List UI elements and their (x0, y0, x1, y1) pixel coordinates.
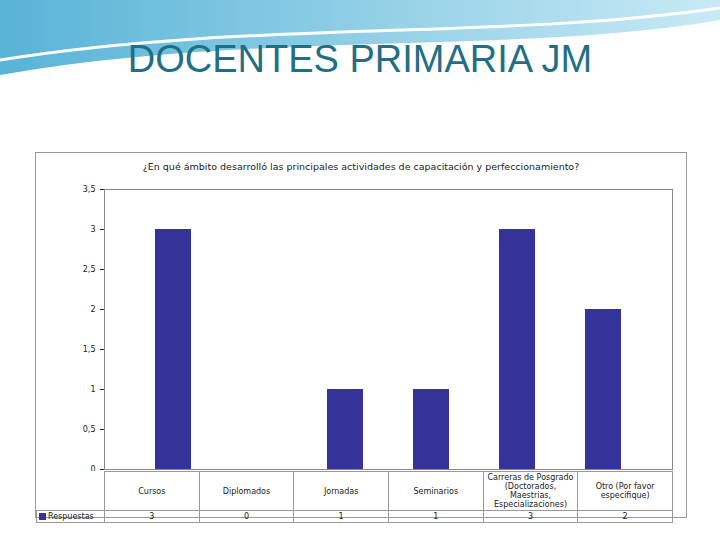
html-text:Diplomados: Diplomados (222, 486, 271, 496)
svg-text:1: 1 (90, 385, 95, 394)
svg-text:1,5: 1,5 (83, 345, 96, 354)
html-text:Cursos: Cursos (138, 486, 166, 496)
html-text:Jornadas: Jornadas (323, 486, 359, 496)
html-text:Seminarios: Seminarios (413, 486, 459, 496)
svg-text:0: 0 (90, 465, 95, 471)
svg-text:3: 3 (90, 225, 95, 234)
html-text:DOCENTES PRIMARIA JM: DOCENTES PRIMARIA JM (127, 38, 593, 80)
svg-text:0,5: 0,5 (83, 425, 96, 434)
html-text:¿En qué ámbito desarrolló las: ¿En qué ámbito desarrolló las principale… (142, 161, 580, 172)
svg-text:2: 2 (90, 305, 95, 314)
svg-text:2,5: 2,5 (83, 265, 96, 274)
html-text:3: 3 (149, 512, 155, 521)
html-text:0: 0 (243, 512, 249, 521)
html-text:2: 2 (622, 512, 628, 521)
html-text:Carreras de Posgrado (Doctorad: Carreras de Posgrado (Doctorados, Maestr… (487, 473, 574, 509)
html-text:Respuestas: Respuestas (48, 512, 94, 521)
html-text:1: 1 (338, 512, 344, 521)
html-text:1: 1 (433, 512, 439, 521)
html-text:3: 3 (527, 512, 533, 521)
html-text:Otro (Por favor especifique): Otro (Por favor especifique) (595, 482, 655, 500)
svg-text:3,5: 3,5 (83, 185, 96, 194)
